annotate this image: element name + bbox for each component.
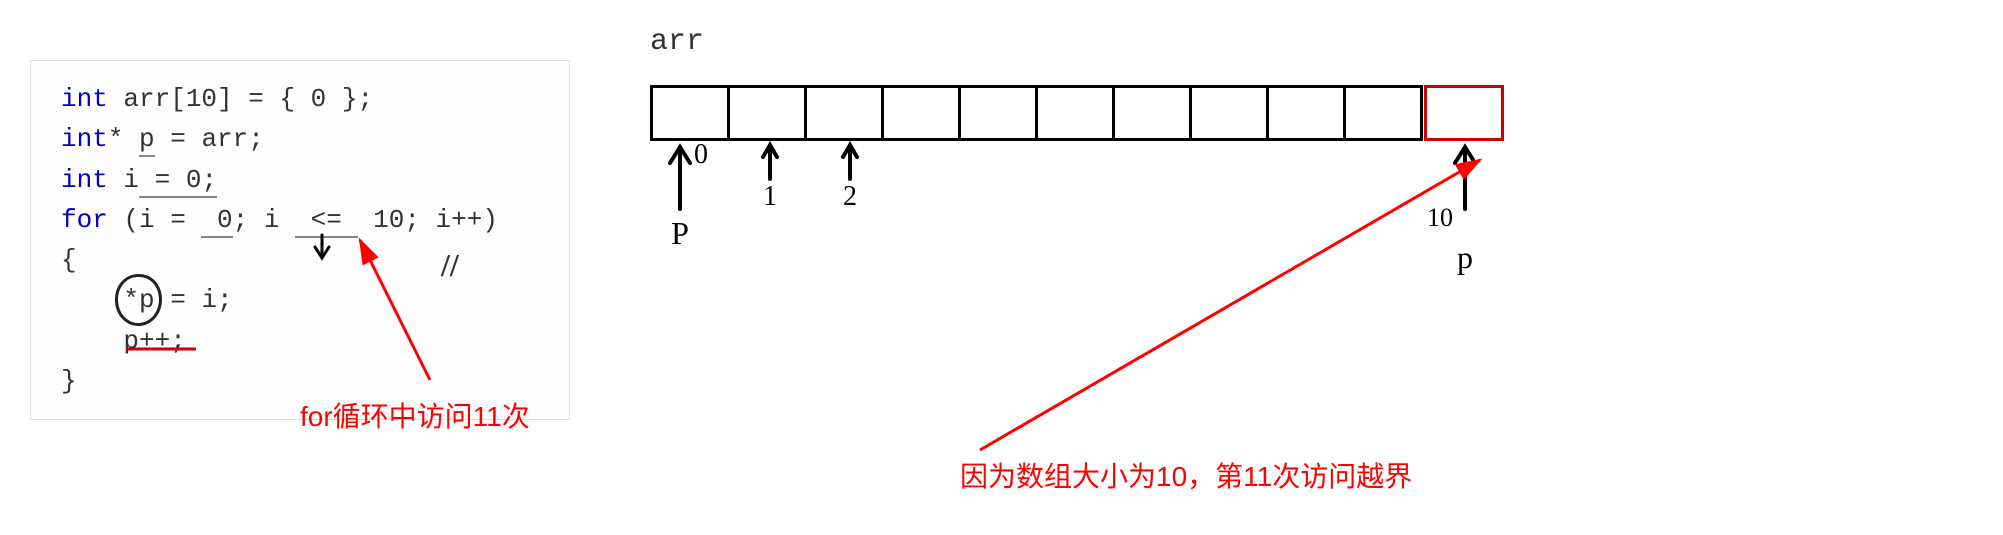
- array-cell: [1035, 85, 1115, 141]
- array-cell: [727, 85, 807, 141]
- array-cell: [1189, 85, 1269, 141]
- index-label: 2: [835, 181, 865, 213]
- p-label: P: [660, 215, 700, 252]
- underlined-p: p: [139, 124, 155, 157]
- red-underline-icon: [126, 345, 196, 353]
- up-arrow-icon: [755, 141, 785, 181]
- code-snippet: int arr[10] = { 0 }; int* p = arr; int i…: [30, 60, 570, 420]
- red-arrow-icon: [340, 230, 460, 390]
- array-cell-overflow: [1424, 85, 1504, 141]
- circled-deref: *p: [123, 280, 154, 320]
- down-arrow-icon: [309, 233, 335, 265]
- pointer-2: 2: [835, 141, 865, 213]
- code-text: arr[10] = { 0 };: [108, 84, 373, 114]
- code-text: *: [108, 124, 139, 154]
- array-cell: [881, 85, 961, 141]
- pointer-1: 1: [755, 141, 785, 213]
- arr-label: arr: [650, 25, 704, 59]
- code-line-4: for (i = 0; i <= 10; i++): [61, 200, 539, 240]
- underlined-eq0: = 0;: [139, 165, 217, 198]
- array-cell: [1266, 85, 1346, 141]
- array-cell: [958, 85, 1038, 141]
- code-text: = arr;: [155, 124, 264, 154]
- array-cell: [1112, 85, 1192, 141]
- annotation-for-loop: for循环中访问11次: [300, 395, 530, 435]
- code-text: i: [108, 165, 139, 195]
- code-line-2: int* p = arr;: [61, 119, 539, 159]
- code-text: ; i: [233, 205, 295, 235]
- keyword-int: int: [61, 165, 108, 195]
- array-cells: [650, 85, 1501, 141]
- underlined-0: 0: [201, 205, 232, 238]
- code-line-7: p++;: [61, 321, 539, 361]
- code-line-6: *p = i;: [61, 280, 539, 320]
- index-label: 0: [694, 139, 708, 171]
- keyword-for: for: [61, 205, 108, 235]
- keyword-int: int: [61, 124, 108, 154]
- array-cell: [804, 85, 884, 141]
- keyword-int: int: [61, 84, 108, 114]
- array-cell: [650, 85, 730, 141]
- up-arrow-icon: [835, 141, 865, 181]
- annotation-overflow: 因为数组大小为10，第11次访问越界: [960, 455, 1412, 495]
- red-arrow-icon: [870, 150, 1510, 460]
- index-label: 1: [755, 181, 785, 213]
- code-line-3: int i = 0;: [61, 160, 539, 200]
- pointer-0: 0 P: [660, 141, 700, 252]
- code-text: = i;: [155, 285, 233, 315]
- code-text: (i =: [108, 205, 202, 235]
- array-cell: [1343, 85, 1423, 141]
- code-line-1: int arr[10] = { 0 };: [61, 79, 539, 119]
